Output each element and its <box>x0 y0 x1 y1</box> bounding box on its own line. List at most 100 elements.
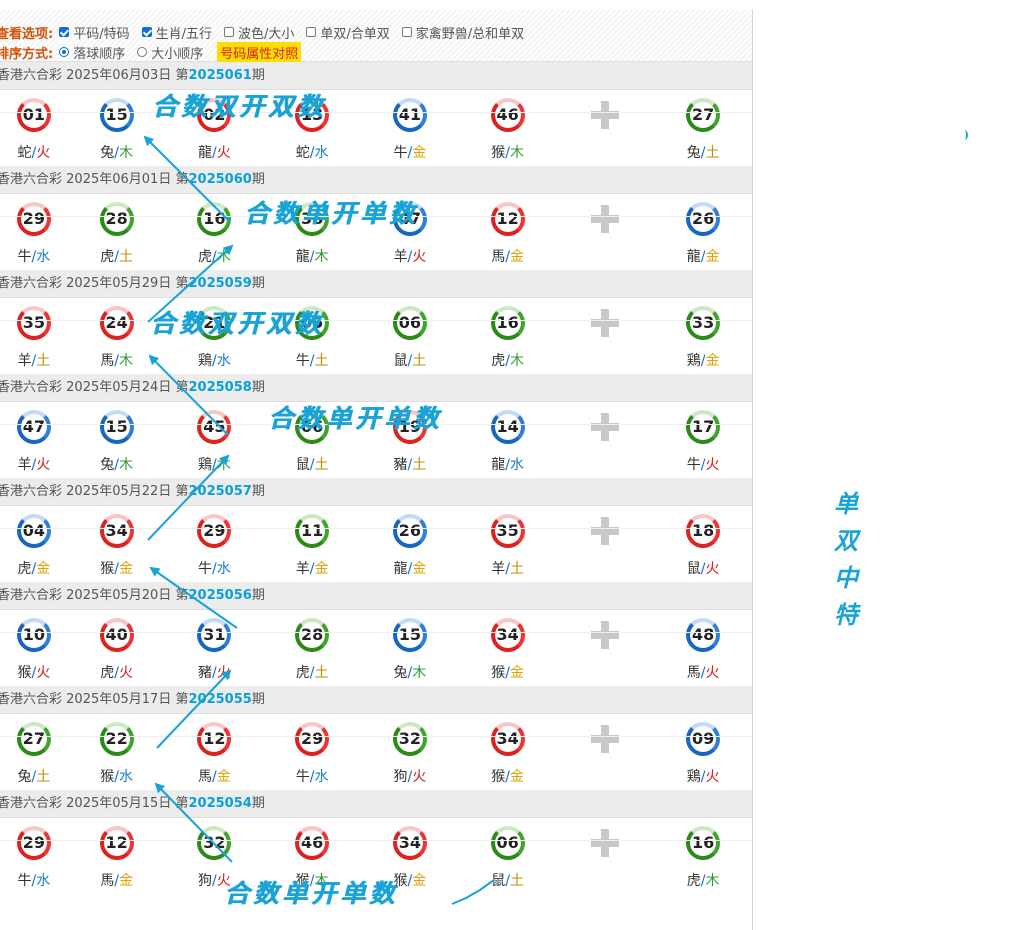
separator: / <box>407 145 413 161</box>
draw-period[interactable]: 2025056 <box>188 588 252 603</box>
ball-ring <box>490 306 525 340</box>
separator: / <box>505 249 510 265</box>
ball-cell: 34 猴/金 <box>361 818 459 894</box>
zodiac-sign: 狗 <box>393 769 408 785</box>
special-ball-cell: 33 鶏/金 <box>654 298 752 374</box>
zodiac-element: 虎/金 <box>0 558 68 578</box>
element: 土 <box>36 353 51 369</box>
ball-number: 27 <box>22 729 45 748</box>
draw-period-prefix: 第 <box>175 68 189 83</box>
draw-period[interactable]: 2025061 <box>188 68 252 83</box>
zodiac-sign: 虎 <box>686 873 701 889</box>
red-ball: 34 <box>490 722 525 756</box>
draw-period-prefix: 第 <box>175 276 189 291</box>
draw-block: 香港六合彩 2025年05月22日 第2025057期 04 虎/金 34 猴/金 29 牛… <box>0 478 752 582</box>
blue-ball: 26 <box>686 202 721 236</box>
view-option-label: 家禽野兽/总和单双 <box>415 26 525 42</box>
checkbox[interactable] <box>223 27 234 37</box>
red-ball: 24 <box>99 306 134 340</box>
checkbox[interactable] <box>59 27 70 37</box>
zodiac-sign: 鶏 <box>198 457 213 473</box>
ball-cell: 45 鶏/木 <box>166 402 264 478</box>
element: 木 <box>314 873 329 889</box>
ball-ring <box>197 98 232 132</box>
zodiac-element: 蛇/火 <box>0 142 68 162</box>
element: 水 <box>36 249 51 265</box>
ball-ring <box>99 722 134 756</box>
red-ball: 45 <box>197 410 232 444</box>
zodiac-element: 猴/木 <box>263 870 361 890</box>
ball-cell: 34 猴/金 <box>459 714 557 790</box>
element: 土 <box>412 457 427 473</box>
draw-period[interactable]: 2025054 <box>188 796 252 811</box>
view-option[interactable]: 平码/特码 <box>59 23 130 42</box>
draw-header: 香港六合彩 2025年05月17日 第2025055期 <box>0 686 752 714</box>
sort-options-row: 排序方式: 落球顺序 大小顺序 号码属性对照 <box>0 41 752 63</box>
zodiac-sign: 牛 <box>686 457 701 473</box>
draw-period[interactable]: 2025059 <box>188 276 252 291</box>
green-ball: 06 <box>490 826 525 860</box>
view-option[interactable]: 生肖/五行 <box>141 23 212 42</box>
element: 火 <box>36 665 51 681</box>
zodiac-element: 猴/金 <box>361 870 459 890</box>
separator: / <box>309 249 315 265</box>
red-ball: 35 <box>490 514 525 548</box>
draw-block: 香港六合彩 2025年06月03日 第2025061期 01 蛇/火 15 兔/木 02 龍… <box>0 62 752 166</box>
zodiac-element: 豬/土 <box>361 454 459 474</box>
blue-ball: 48 <box>686 618 721 652</box>
checkbox[interactable] <box>306 27 317 37</box>
annotation-4: 合数单开单数 <box>268 404 443 433</box>
attribute-reference-link[interactable]: 号码属性对照 <box>217 41 302 63</box>
ball-cell: 28 虎/土 <box>263 610 361 686</box>
divider <box>0 320 752 321</box>
ball-number: 18 <box>691 521 715 540</box>
element: 水 <box>216 353 231 369</box>
checkbox[interactable] <box>141 27 152 37</box>
draw-lottery: 香港六合彩 <box>0 172 63 187</box>
separator: / <box>700 353 706 369</box>
radio[interactable] <box>59 47 70 57</box>
zodiac-element: 馬/金 <box>459 246 557 266</box>
ball-number: 02 <box>203 105 226 124</box>
green-ball: 05 <box>295 306 330 340</box>
draw-period[interactable]: 2025055 <box>188 692 252 707</box>
zodiac-element: 虎/土 <box>263 662 361 682</box>
draw-date: 2025年05月17日 <box>66 692 172 707</box>
view-options-label: 查看选项: <box>0 26 54 42</box>
red-ball: 29 <box>295 722 330 756</box>
separator: / <box>114 561 119 577</box>
view-option[interactable]: 家禽野兽/总和单双 <box>401 23 525 42</box>
draw-period[interactable]: 2025060 <box>188 172 252 187</box>
sort-option[interactable]: 落球顺序 <box>59 43 125 62</box>
green-ball: 27 <box>16 722 51 756</box>
sort-option[interactable]: 大小顺序 <box>137 43 203 62</box>
sort-option-label: 落球顺序 <box>73 46 126 62</box>
ball-number: 31 <box>203 625 226 644</box>
special-ball-cell: 16 虎/木 <box>654 818 752 894</box>
checkbox[interactable] <box>401 27 412 37</box>
ball-number: 19 <box>398 417 421 436</box>
zodiac-element: 鼠/土 <box>361 350 459 370</box>
ball-cell: 46 猴/木 <box>263 818 361 894</box>
ball-ring <box>490 826 525 860</box>
element: 土 <box>314 665 329 681</box>
draw-period[interactable]: 2025057 <box>188 484 252 499</box>
draw-period[interactable]: 2025058 <box>188 380 252 395</box>
view-option[interactable]: 波色/大小 <box>223 23 294 42</box>
ball-ring <box>490 618 525 652</box>
separator: / <box>505 769 510 785</box>
radio[interactable] <box>137 47 148 57</box>
ball-ring <box>686 306 721 340</box>
ball-cell: 19 豬/土 <box>361 402 459 478</box>
draw-block: 香港六合彩 2025年05月20日 第2025056期 10 猴/火 40 虎/火 31 豬… <box>0 582 752 686</box>
green-ball: 28 <box>295 618 330 652</box>
red-ball: 12 <box>197 722 232 756</box>
draw-date: 2025年05月22日 <box>66 484 172 499</box>
plus-icon <box>591 725 620 753</box>
separator: / <box>31 249 37 265</box>
plus-icon <box>591 829 620 857</box>
ball-cell: 27 兔/土 <box>0 714 68 790</box>
zodiac-sign: 鶏 <box>686 769 701 785</box>
view-option[interactable]: 单双/合单双 <box>306 23 390 42</box>
element: 水 <box>118 769 133 785</box>
